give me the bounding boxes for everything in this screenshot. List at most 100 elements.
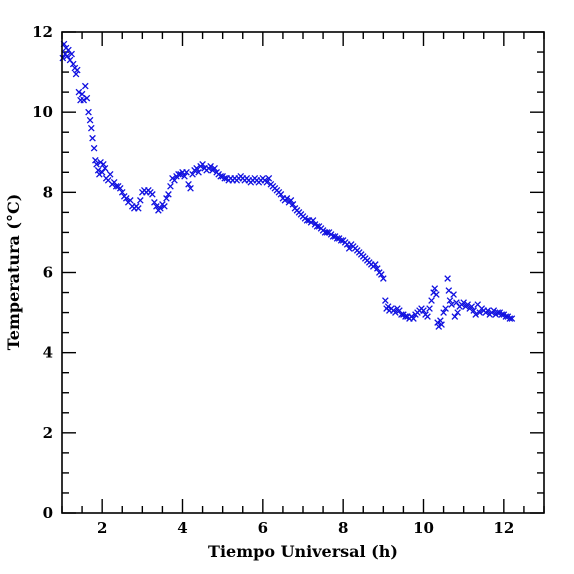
- x-axis-label: Tiempo Universal (h): [208, 542, 398, 561]
- data-point: [309, 217, 317, 224]
- data-point: [83, 94, 91, 102]
- data-point: [490, 307, 498, 314]
- axis-ticks: [61, 31, 545, 514]
- data-point: [476, 309, 484, 316]
- data-point: [373, 265, 381, 272]
- x-tick-label: 6: [258, 519, 268, 537]
- data-point: [431, 285, 439, 292]
- data-point: [472, 311, 480, 318]
- data-point: [442, 305, 449, 312]
- data-points: [59, 40, 516, 330]
- data-point: [185, 180, 192, 188]
- data-point: [333, 235, 341, 242]
- data-point: [433, 291, 440, 298]
- data-point: [122, 195, 130, 202]
- data-point: [428, 297, 435, 304]
- data-point: [283, 195, 291, 202]
- data-point: [451, 313, 459, 320]
- data-point: [438, 321, 445, 328]
- data-point: [454, 309, 461, 316]
- data-point: [88, 124, 95, 132]
- data-point: [81, 82, 89, 90]
- data-point: [506, 315, 514, 322]
- data-point: [508, 315, 516, 322]
- data-point: [426, 305, 433, 312]
- data-point: [380, 275, 387, 282]
- data-point: [137, 197, 144, 204]
- data-point: [207, 162, 214, 170]
- data-point: [126, 197, 134, 204]
- data-point: [398, 311, 405, 318]
- data-point: [116, 185, 124, 192]
- data-point: [199, 160, 206, 168]
- data-point: [410, 315, 417, 322]
- data-point: [221, 174, 228, 182]
- data-point: [303, 217, 311, 224]
- x-tick-label: 10: [413, 519, 434, 537]
- data-point: [183, 168, 190, 176]
- data-point: [101, 164, 109, 172]
- y-tick-label: 2: [43, 424, 53, 442]
- data-point: [175, 170, 182, 178]
- data-point: [402, 313, 409, 320]
- data-point: [468, 303, 476, 310]
- x-tick-label: 2: [97, 519, 107, 537]
- data-point: [187, 185, 194, 192]
- data-point: [167, 183, 174, 190]
- data-point: [63, 52, 71, 60]
- y-tick-label: 4: [43, 344, 53, 362]
- data-point: [93, 160, 100, 168]
- data-point: [287, 197, 295, 204]
- data-point: [86, 116, 94, 124]
- data-point: [163, 195, 170, 202]
- data-point: [337, 237, 345, 244]
- y-tick-label: 12: [32, 23, 53, 41]
- data-point: [149, 191, 156, 198]
- data-point: [345, 245, 353, 252]
- data-point: [165, 191, 172, 198]
- data-point: [484, 307, 492, 314]
- data-point: [470, 307, 478, 314]
- data-point: [89, 134, 96, 142]
- data-point: [90, 144, 98, 152]
- data-point: [211, 164, 218, 172]
- data-point: [68, 50, 75, 58]
- data-point: [450, 291, 457, 298]
- data-point: [80, 96, 88, 104]
- x-tick-label: 12: [493, 519, 514, 537]
- data-point: [323, 229, 331, 236]
- data-point: [118, 189, 126, 196]
- data-point: [464, 301, 472, 308]
- y-tick-label: 10: [32, 103, 53, 121]
- data-point: [277, 191, 285, 198]
- data-point: [329, 233, 337, 240]
- data-point: [378, 271, 385, 278]
- data-point: [161, 203, 168, 210]
- data-point: [460, 299, 467, 306]
- x-tick-label: 8: [338, 519, 348, 537]
- data-point: [502, 313, 510, 320]
- data-point: [112, 183, 120, 190]
- tick-labels: 2 4 6 8 10 12 0 2 4 6 8 10 12: [32, 23, 514, 537]
- data-point: [134, 205, 142, 212]
- data-point: [444, 275, 451, 282]
- data-point: [263, 178, 271, 186]
- data-point: [420, 307, 427, 314]
- data-point: [382, 297, 389, 304]
- data-point: [75, 88, 83, 96]
- data-point: [265, 174, 273, 182]
- data-point: [85, 108, 92, 116]
- y-tick-label: 8: [43, 183, 53, 201]
- data-point: [424, 313, 431, 320]
- data-point: [440, 309, 447, 316]
- data-point: [106, 170, 114, 178]
- data-point: [371, 261, 379, 268]
- data-point: [151, 199, 158, 206]
- data-point: [73, 66, 81, 74]
- plot-frame: [61, 31, 545, 514]
- y-tick-label: 0: [43, 504, 53, 522]
- data-point: [289, 201, 297, 208]
- y-axis-label: Temperatura (°C): [4, 194, 23, 351]
- y-tick-label: 6: [43, 264, 53, 282]
